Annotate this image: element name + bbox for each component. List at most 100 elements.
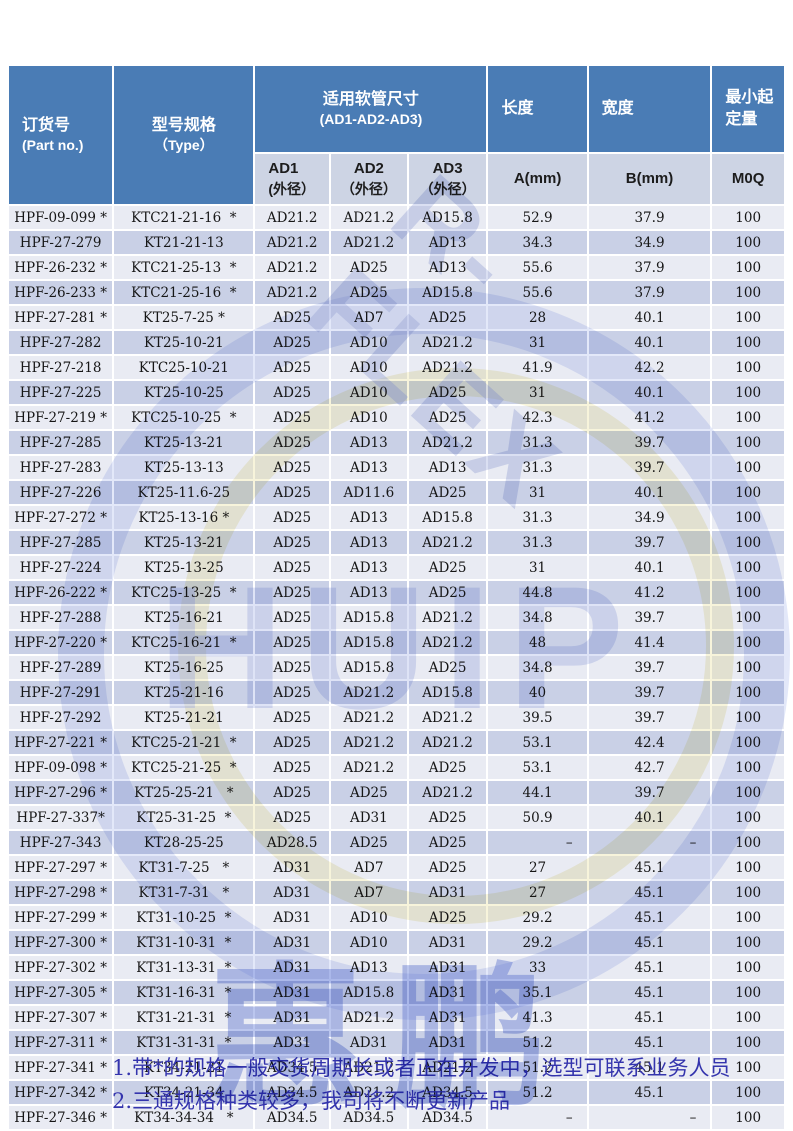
cell: KT25-10-21 — [114, 331, 254, 354]
cell: AD13 — [408, 256, 487, 279]
cell: AD25 — [255, 806, 330, 829]
cell: HPF-27-291 — [9, 681, 113, 704]
cell: HPF-27-220 * — [9, 631, 113, 654]
cell: 31.3 — [488, 506, 587, 529]
cell: AD10 — [331, 381, 407, 404]
cell: 100 — [712, 531, 784, 554]
cell: 45.1 — [588, 1006, 711, 1029]
cell: 100 — [712, 781, 784, 804]
cell: 37.9 — [588, 281, 711, 304]
cell: AD7 — [331, 881, 407, 904]
cell: AD15.8 — [408, 206, 487, 229]
cell: AD10 — [331, 931, 407, 954]
cell: 39.7 — [588, 781, 711, 804]
cell: 39.7 — [588, 456, 711, 479]
cell: 100 — [712, 906, 784, 929]
table-row: HPF-27-219 * KTC25-10-25 * AD25 AD10 AD25 42.… — [9, 406, 784, 429]
cell: KT25-25-21 * — [114, 781, 254, 804]
cell: 39.7 — [588, 431, 711, 454]
spec-table: 订货号 (Part no.) 型号规格 （Type） 适用软管尺寸 (AD1-A… — [7, 64, 786, 1131]
table-header: 订货号 (Part no.) 型号规格 （Type） 适用软管尺寸 (AD1-A… — [9, 66, 784, 204]
cell: KTC25-13-25 * — [114, 581, 254, 604]
cell: AD25 — [255, 731, 330, 754]
cell: AD21.2 — [331, 681, 407, 704]
cell: HPF-27-296 * — [9, 781, 113, 804]
cell: AD7 — [331, 856, 407, 879]
cell: HPF-27-272 * — [9, 506, 113, 529]
cell: HPF-27-307 * — [9, 1006, 113, 1029]
cell: AD13 — [331, 956, 407, 979]
cell: AD15.8 — [408, 681, 487, 704]
cell: KT31-10-31 * — [114, 931, 254, 954]
cell: 53.1 — [488, 756, 587, 779]
subheader-ad1-od: (外径） — [268, 180, 316, 197]
cell: KT31-21-31 * — [114, 1006, 254, 1029]
subheader-ad3-label: AD3 — [432, 160, 463, 178]
cell: AD21.2 — [408, 356, 487, 379]
cell: 100 — [712, 506, 784, 529]
cell: KT31-10-25 * — [114, 906, 254, 929]
table-row: HPF-26-222 * KTC25-13-25 * AD25 AD13 AD25 44.… — [9, 581, 784, 604]
cell: AD13 — [408, 456, 487, 479]
cell: AD25 — [255, 581, 330, 604]
cell: KT25-13-21 — [114, 531, 254, 554]
header-type-cn: 型号规格 — [151, 116, 216, 134]
cell: 41.4 — [588, 631, 711, 654]
table-row: HPF-27-288 KT25-16-21 AD25 AD15.8 AD21.2 34.8… — [9, 606, 784, 629]
cell: HPF-27-288 — [9, 606, 113, 629]
cell: HPF-27-337* — [9, 806, 113, 829]
cell: 45.1 — [588, 981, 711, 1004]
cell: KTC25-21-25 * — [114, 756, 254, 779]
cell: HPF-27-226 — [9, 481, 113, 504]
cell: AD25 — [255, 756, 330, 779]
cell: AD15.8 — [331, 606, 407, 629]
table-row: HPF-27-282 KT25-10-21 AD25 AD10 AD21.2 31 40.1… — [9, 331, 784, 354]
cell: AD31 — [331, 1031, 407, 1054]
cell: AD25 — [255, 681, 330, 704]
cell: AD25 — [408, 581, 487, 604]
cell: 40.1 — [588, 306, 711, 329]
cell: 51.2 — [488, 1081, 587, 1104]
cell: HPF-27-311 * — [9, 1031, 113, 1054]
table-row: HPF-27-337* KT25-31-25 * AD25 AD31 AD25 50.9 4… — [9, 806, 784, 829]
cell: AD7 — [331, 306, 407, 329]
cell: HPF-27-297 * — [9, 856, 113, 879]
cell: 55.6 — [488, 256, 587, 279]
cell: KT25-11.6-25 — [114, 481, 254, 504]
cell: 100 — [712, 656, 784, 679]
table-row: HPF-26-233 * KTC21-25-16 * AD21.2 AD25 AD15.… — [9, 281, 784, 304]
cell: 100 — [712, 706, 784, 729]
cell: 39.7 — [588, 656, 711, 679]
cell: AD10 — [331, 406, 407, 429]
cell: AD25 — [331, 831, 407, 854]
cell: 45.1 — [588, 956, 711, 979]
cell: AD21.2 — [408, 731, 487, 754]
table-row: HPF-27-302 * KT31-13-31 * AD31 AD13 AD31 33 45… — [9, 956, 784, 979]
header-hose-size: 适用软管尺寸 (AD1-AD2-AD3) — [255, 66, 487, 152]
cell: 100 — [712, 881, 784, 904]
cell: AD25 — [408, 306, 487, 329]
table-row: HPF-27-299 * KT31-10-25 * AD31 AD10 AD25 29.2… — [9, 906, 784, 929]
cell: AD25 — [255, 506, 330, 529]
table-row: HPF-27-285 KT25-13-21 AD25 AD13 AD21.2 31.3 39… — [9, 531, 784, 554]
cell: 40.1 — [588, 806, 711, 829]
table-body: HPF-09-099 * KTC21-21-16 * AD21.2 AD21.2 AD1… — [9, 206, 784, 1129]
cell: HPF-27-292 — [9, 706, 113, 729]
cell: 28 — [488, 306, 587, 329]
header-moq: 最小起定量 — [712, 66, 784, 152]
cell: 100 — [712, 231, 784, 254]
table-row: HPF-09-098 * KTC25-21-25 * AD25 AD21.2 AD25 5… — [9, 756, 784, 779]
subheader-ad3-od: （外径） — [419, 180, 476, 197]
table-row: HPF-09-099 * KTC21-21-16 * AD21.2 AD21.2 AD1… — [9, 206, 784, 229]
cell: KT25-16-21 — [114, 606, 254, 629]
cell: AD31 — [255, 1006, 330, 1029]
cell: AD31 — [255, 856, 330, 879]
table-row: HPF-27-224 KT25-13-25 AD25 AD13 AD25 31 40.1 10… — [9, 556, 784, 579]
cell: HPF-27-281 * — [9, 306, 113, 329]
subheader-ad1: AD1 (外径） — [255, 154, 330, 204]
cell: AD21.2 — [255, 231, 330, 254]
cell: 52.9 — [488, 206, 587, 229]
cell: 41.3 — [488, 1006, 587, 1029]
cell: 100 — [712, 931, 784, 954]
cell: 35.1 — [488, 981, 587, 1004]
